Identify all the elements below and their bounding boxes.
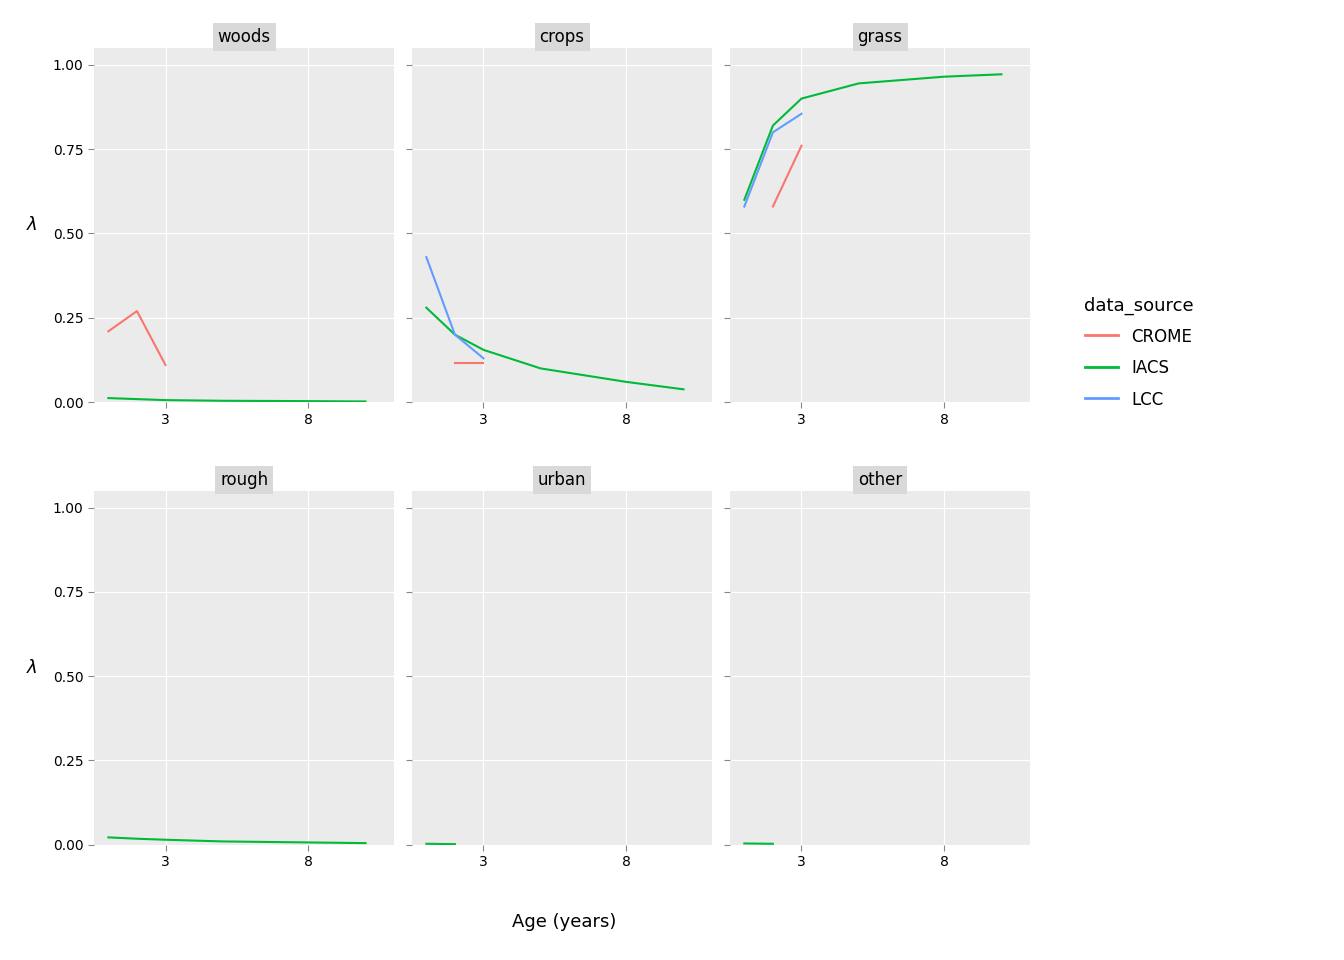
Y-axis label: λ: λ bbox=[27, 216, 38, 234]
Title: rough: rough bbox=[220, 471, 269, 489]
Text: Age (years): Age (years) bbox=[512, 913, 617, 931]
Y-axis label: λ: λ bbox=[27, 659, 38, 677]
Title: grass: grass bbox=[857, 29, 903, 46]
Title: crops: crops bbox=[539, 29, 585, 46]
Legend: CROME, IACS, LCC: CROME, IACS, LCC bbox=[1083, 297, 1193, 409]
Title: woods: woods bbox=[218, 29, 270, 46]
Title: other: other bbox=[857, 471, 902, 489]
Title: urban: urban bbox=[538, 471, 586, 489]
